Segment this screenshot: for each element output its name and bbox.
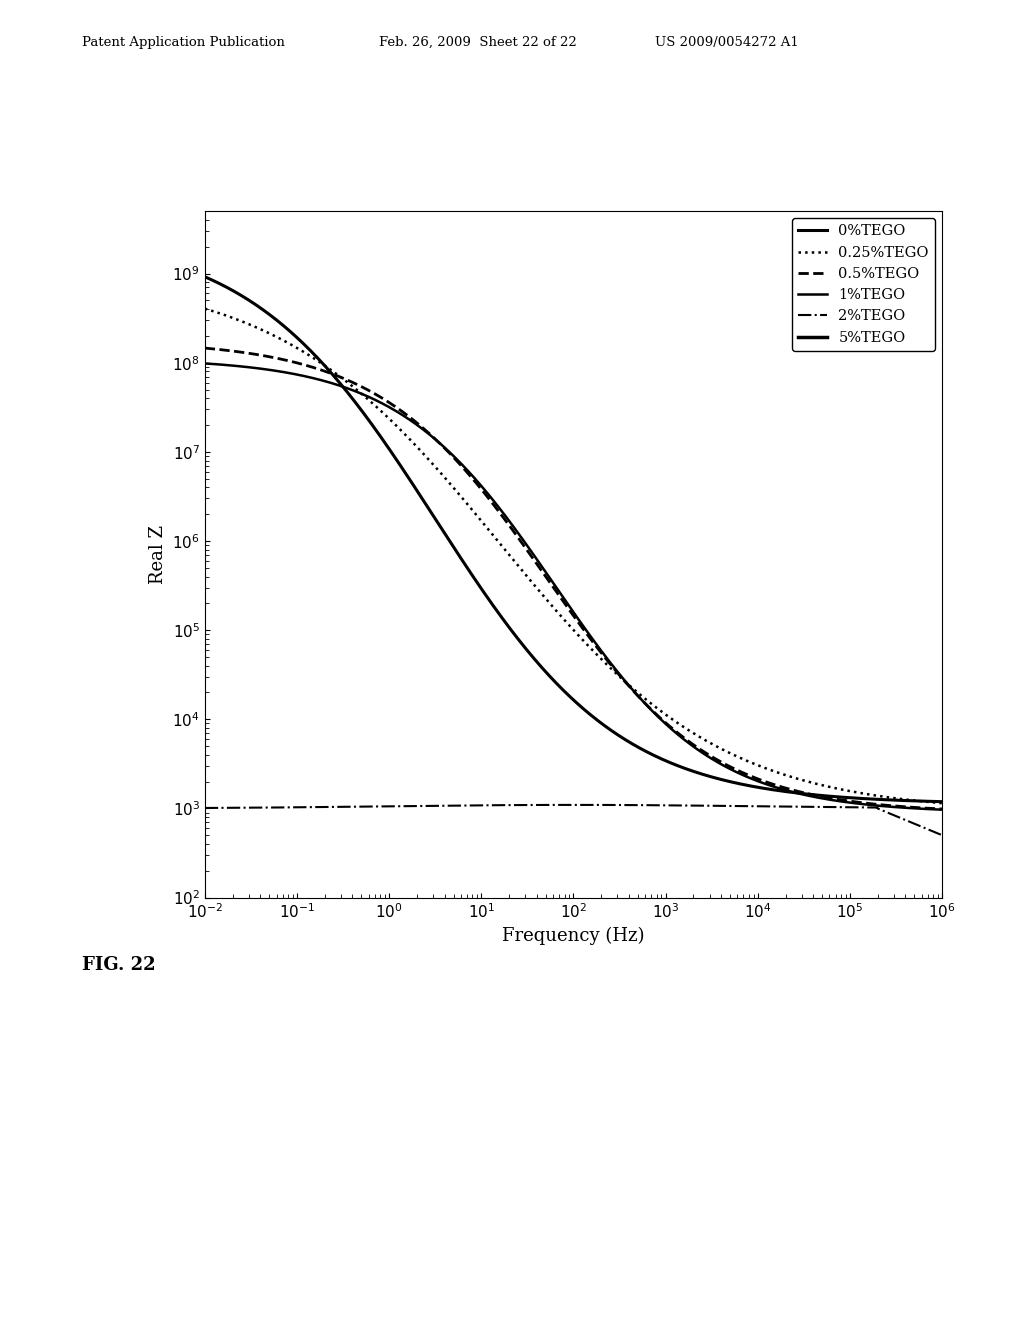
0.5%TEGO [922, 800, 934, 816]
0.5%TEGO [283, 352, 295, 368]
2%TEGO [936, 828, 948, 843]
0.5%TEGO [481, 488, 494, 504]
5%TEGO [327, 900, 339, 916]
0%TEGO [842, 789, 854, 805]
1%TEGO [327, 375, 339, 391]
Text: FIG. 22: FIG. 22 [82, 956, 156, 974]
1%TEGO [513, 527, 525, 543]
0.5%TEGO [327, 366, 339, 381]
Text: US 2009/0054272 A1: US 2009/0054272 A1 [655, 36, 799, 49]
Line: 0.25%TEGO: 0.25%TEGO [205, 309, 942, 803]
1%TEGO [922, 801, 934, 817]
0%TEGO [513, 632, 525, 648]
5%TEGO [842, 900, 854, 916]
5%TEGO [283, 900, 295, 916]
Y-axis label: Real Z: Real Z [148, 525, 167, 583]
Line: 0%TEGO: 0%TEGO [205, 277, 942, 801]
Text: Patent Application Publication: Patent Application Publication [82, 36, 285, 49]
X-axis label: Frequency (Hz): Frequency (Hz) [502, 927, 645, 945]
Line: 2%TEGO: 2%TEGO [205, 805, 942, 836]
0%TEGO [481, 590, 494, 606]
1%TEGO [842, 795, 854, 810]
2%TEGO [481, 797, 494, 813]
0.5%TEGO [936, 801, 948, 817]
Line: 5%TEGO: 5%TEGO [205, 908, 942, 927]
0%TEGO [922, 793, 934, 809]
2%TEGO [922, 821, 934, 837]
5%TEGO [922, 912, 934, 928]
0.25%TEGO [842, 783, 854, 799]
Text: Feb. 26, 2009  Sheet 22 of 22: Feb. 26, 2009 Sheet 22 of 22 [379, 36, 577, 49]
0.25%TEGO [327, 363, 339, 379]
2%TEGO [843, 800, 855, 816]
5%TEGO [481, 900, 494, 916]
0.25%TEGO [199, 301, 211, 317]
0.25%TEGO [481, 520, 494, 536]
0.25%TEGO [513, 560, 525, 576]
2%TEGO [567, 797, 580, 813]
1%TEGO [283, 366, 295, 381]
2%TEGO [513, 797, 525, 813]
Legend: 0%TEGO, 0.25%TEGO, 0.5%TEGO, 1%TEGO, 2%TEGO, 5%TEGO: 0%TEGO, 0.25%TEGO, 0.5%TEGO, 1%TEGO, 2%T… [792, 219, 935, 351]
5%TEGO [936, 919, 948, 935]
2%TEGO [327, 799, 339, 814]
1%TEGO [199, 355, 211, 371]
5%TEGO [199, 900, 211, 916]
1%TEGO [936, 801, 948, 817]
0.25%TEGO [936, 795, 948, 810]
0.5%TEGO [513, 532, 525, 548]
0%TEGO [936, 793, 948, 809]
Line: 0.5%TEGO: 0.5%TEGO [205, 348, 942, 809]
Line: 1%TEGO: 1%TEGO [205, 363, 942, 809]
2%TEGO [199, 800, 211, 816]
5%TEGO [513, 900, 525, 916]
0%TEGO [283, 322, 295, 338]
0.25%TEGO [922, 793, 934, 809]
0%TEGO [199, 269, 211, 285]
0.25%TEGO [283, 335, 295, 351]
0%TEGO [327, 367, 339, 383]
2%TEGO [283, 800, 295, 816]
0.5%TEGO [842, 793, 854, 809]
1%TEGO [481, 486, 494, 502]
0.5%TEGO [199, 341, 211, 356]
